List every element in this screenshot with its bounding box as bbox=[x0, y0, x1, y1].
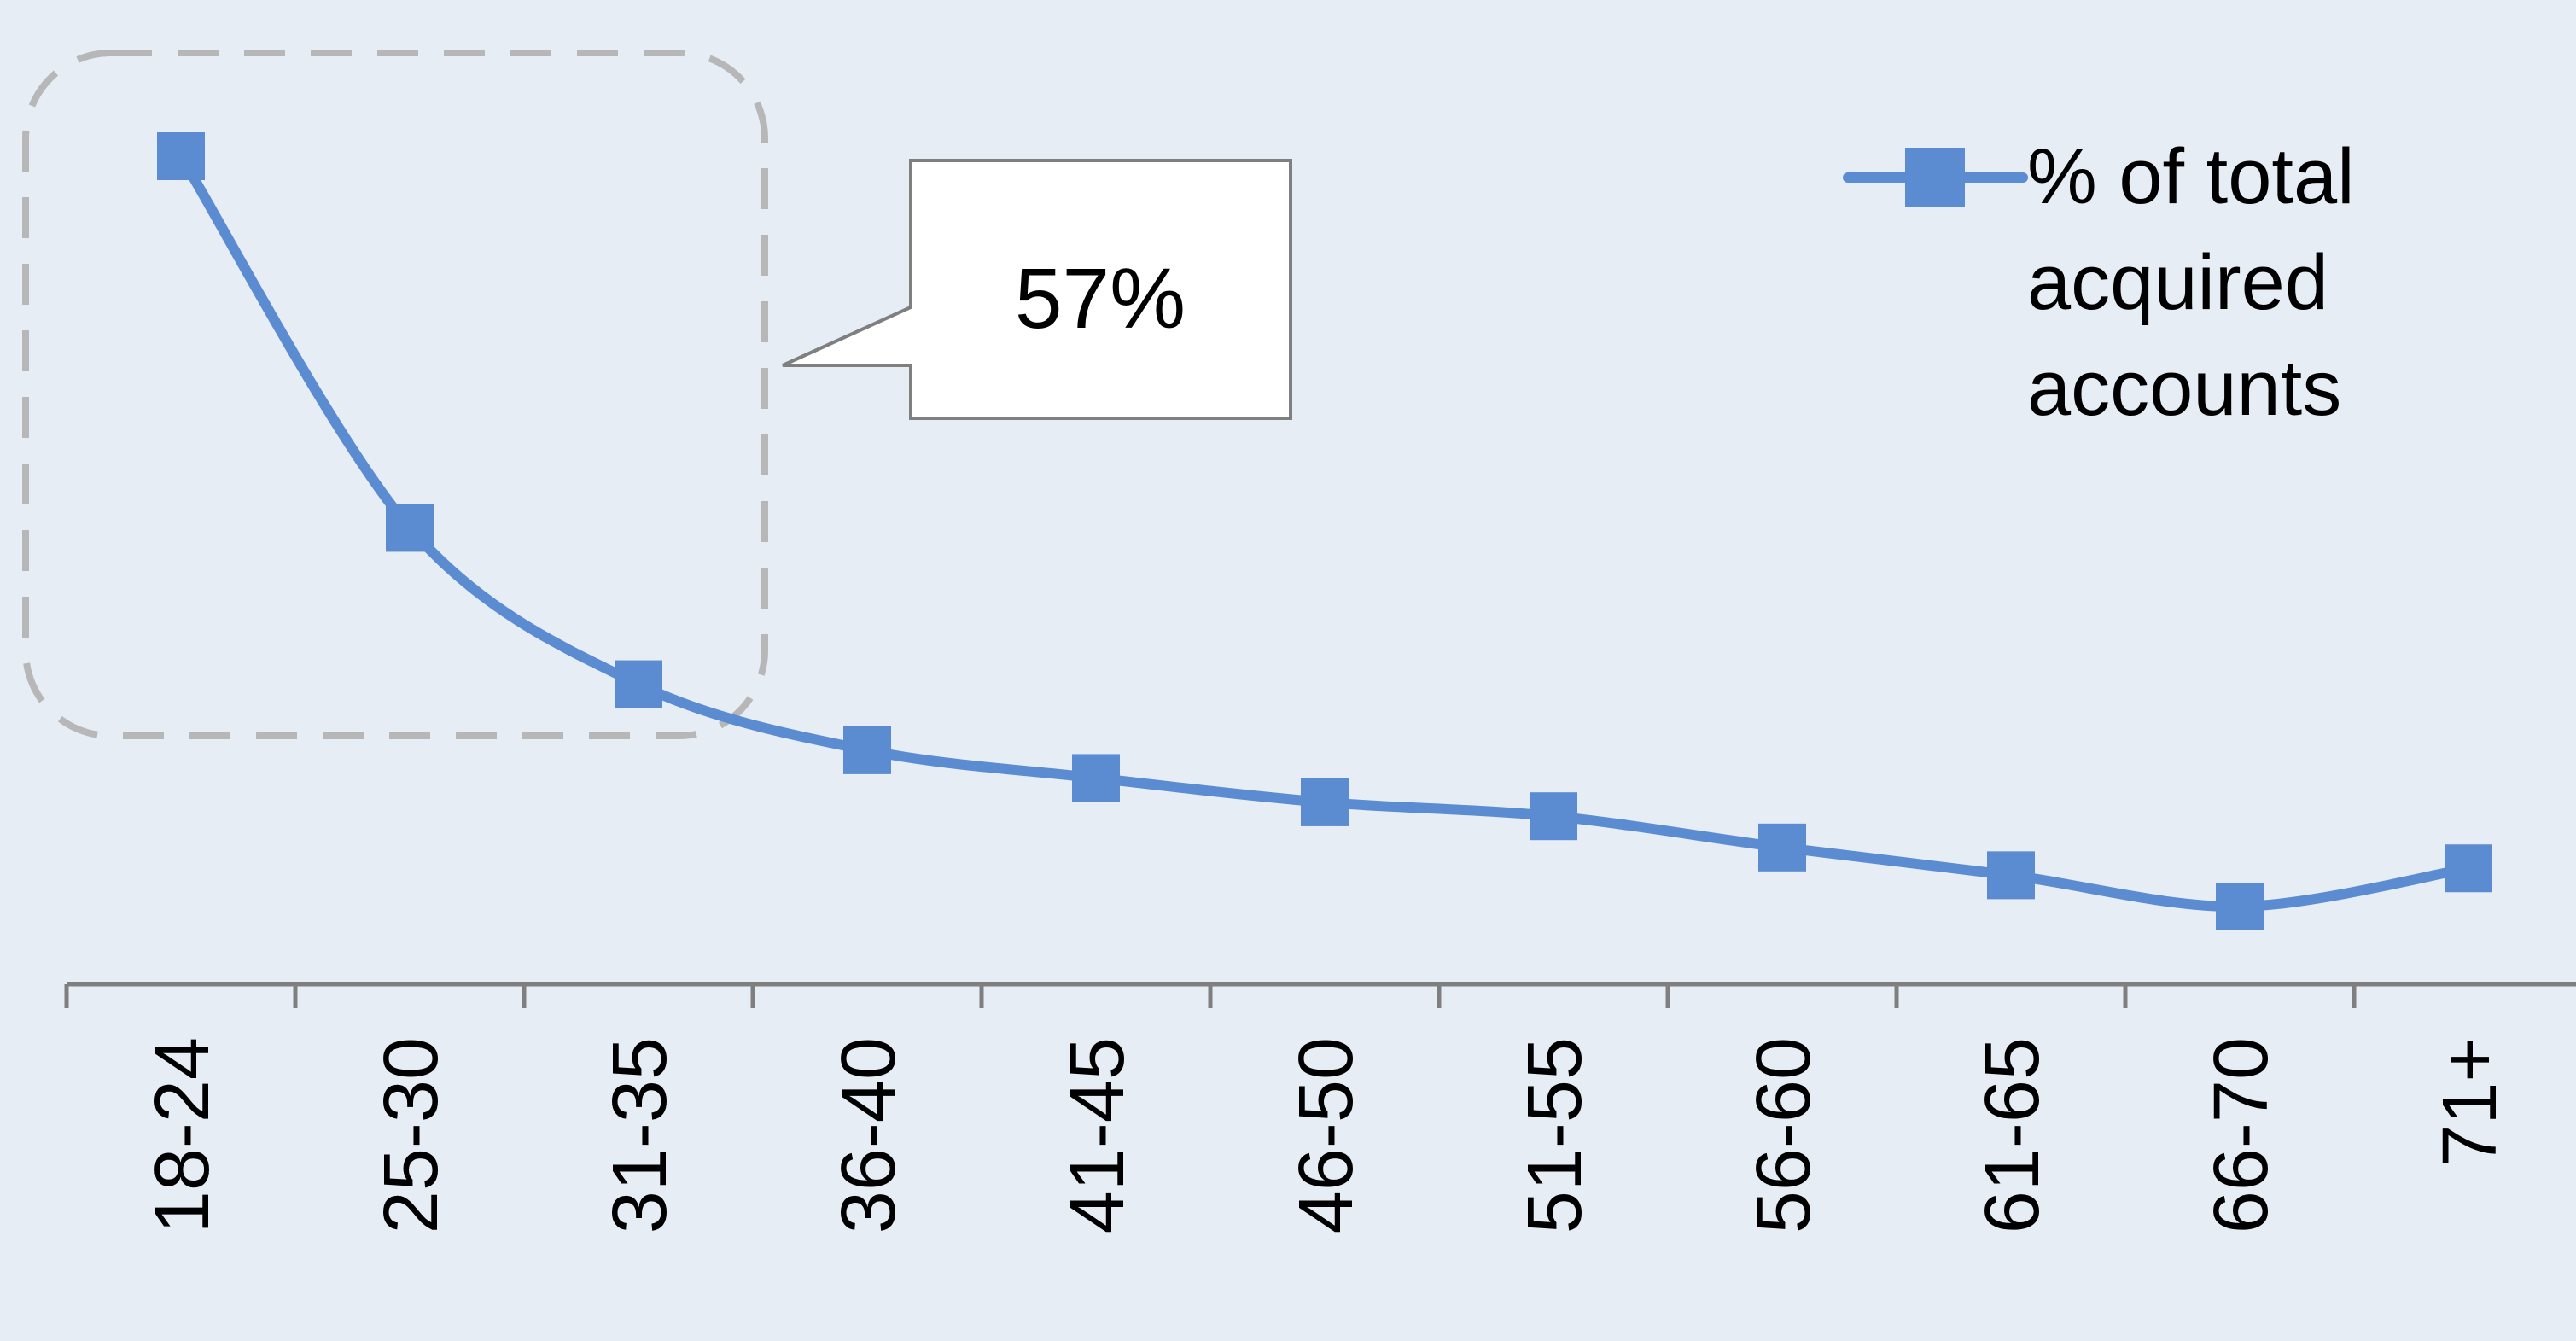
series-group bbox=[157, 132, 2492, 930]
x-axis: 18-24 25-30 31-35 36-40 41-45 46-50 51-55 56-60… bbox=[64, 982, 2576, 1233]
x-tick-label: 51-55 bbox=[1512, 1037, 1598, 1233]
highlight-box bbox=[22, 50, 768, 739]
x-tick-label: 56-60 bbox=[1741, 1037, 1827, 1233]
x-tick-label: 41-45 bbox=[1055, 1037, 1140, 1233]
x-tick-label: 61-65 bbox=[1970, 1037, 2055, 1233]
data-point-71+ bbox=[2445, 844, 2492, 893]
data-point-25-30 bbox=[386, 504, 434, 552]
x-tick-label: 46-50 bbox=[1284, 1037, 1369, 1233]
data-point-41-45 bbox=[1072, 754, 1120, 802]
x-tick-label: 31-35 bbox=[597, 1037, 683, 1233]
legend: % of total acquired accounts bbox=[1843, 133, 2355, 432]
x-tick-label: 36-40 bbox=[826, 1037, 912, 1233]
callout-text: 57% bbox=[1015, 251, 1186, 347]
legend-label-line-1: % of total bbox=[2027, 133, 2355, 220]
callout: 57% bbox=[782, 159, 1292, 420]
data-point-36-40 bbox=[843, 726, 891, 774]
data-point-31-35 bbox=[615, 660, 662, 708]
x-tick-label: 71+ bbox=[2427, 1037, 2513, 1168]
data-point-56-60 bbox=[1758, 823, 1806, 872]
legend-label-line-3: accounts bbox=[2027, 345, 2341, 432]
x-tick-label: 18-24 bbox=[140, 1037, 225, 1233]
x-tick-label: 25-30 bbox=[369, 1037, 454, 1233]
x-tick-label: 66-70 bbox=[2199, 1037, 2284, 1233]
data-point-66-70 bbox=[2216, 883, 2264, 930]
data-point-61-65 bbox=[1987, 851, 2035, 900]
data-point-18-24 bbox=[157, 132, 205, 180]
series-line bbox=[176, 153, 2469, 912]
data-point-51-55 bbox=[1530, 792, 1577, 841]
legend-marker-swatch bbox=[1905, 148, 1965, 207]
callout-box bbox=[782, 159, 1292, 420]
data-point-46-50 bbox=[1301, 778, 1349, 826]
legend-label-line-2: acquired bbox=[2027, 239, 2328, 326]
